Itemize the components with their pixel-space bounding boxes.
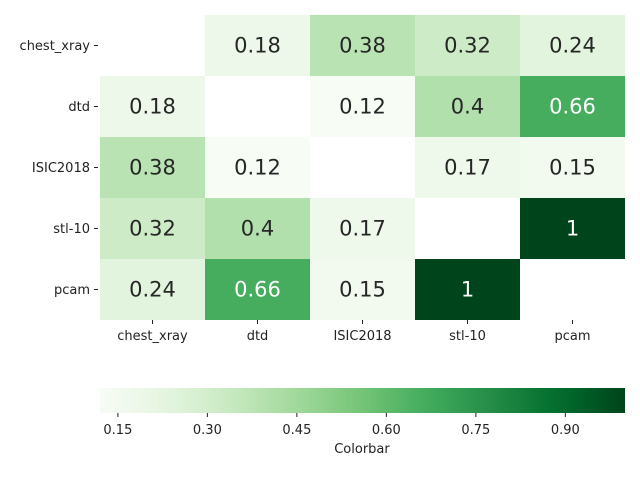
cell-value-label: 1 (566, 217, 579, 241)
cell-value-label: 0.24 (549, 34, 596, 58)
heatmap-cell-chest_xray-stl-10 (415, 15, 520, 76)
cell-value-label: 0.66 (234, 278, 281, 302)
cell-value-label: 0.17 (444, 156, 491, 180)
heatmap-cell-dtd-chest_xray (100, 76, 205, 137)
heatmap-cell-ISIC2018-stl-10 (415, 137, 520, 198)
x-tick-label: stl-10 (449, 329, 486, 344)
heatmap-cell-chest_xray-dtd (205, 15, 310, 76)
y-tick-label: stl-10 (53, 222, 90, 237)
y-tick-label: pcam (54, 283, 90, 298)
cell-value-label: 0.12 (234, 156, 281, 180)
cell-value-label: 0.24 (129, 278, 176, 302)
colorbar-tick-label: 0.75 (461, 423, 490, 438)
heatmap-cell-ISIC2018-dtd (205, 137, 310, 198)
heatmap-cell-ISIC2018-chest_xray (100, 137, 205, 198)
heatmap-cell-stl-10-pcam (520, 198, 625, 259)
heatmap-cell-pcam-dtd (205, 259, 310, 320)
cell-value-label: 0.18 (234, 34, 281, 58)
heatmap-cell-stl-10-ISIC2018 (310, 198, 415, 259)
colorbar-tick-label: 0.90 (551, 423, 580, 438)
colorbar-ticks: 0.15 0.30 0.45 0.60 0.75 0.90 (103, 413, 580, 438)
x-tick-label: dtd (247, 329, 269, 344)
colorbar-label: Colorbar (334, 442, 390, 457)
heatmap-cell-chest_xray-ISIC2018 (310, 15, 415, 76)
heatmap-cell-stl-10-chest_xray (100, 198, 205, 259)
x-axis-ticks: chest_xray dtd ISIC2018 stl-10 pcam (117, 320, 591, 344)
colorbar-tick-label: 0.45 (282, 423, 311, 438)
cell-value-label: 0.66 (549, 95, 596, 119)
cell-value-label: 0.15 (549, 156, 596, 180)
y-tick-label: chest_xray (20, 39, 91, 54)
x-tick-label: pcam (554, 329, 590, 344)
y-tick-label: ISIC2018 (32, 161, 90, 176)
cell-value-label: 0.38 (339, 34, 386, 58)
cell-value-label: 0.18 (129, 95, 176, 119)
heatmap-cell-ISIC2018-pcam (520, 137, 625, 198)
cell-value-label: 0.4 (451, 95, 484, 119)
y-tick-label: dtd (68, 100, 90, 115)
heatmap-cell-pcam-stl-10 (415, 259, 520, 320)
colorbar-tick-label: 0.15 (103, 423, 132, 438)
cell-value-label: 0.17 (339, 217, 386, 241)
heatmap-cell-pcam-ISIC2018 (310, 259, 415, 320)
heatmap-cell-stl-10-dtd (205, 198, 310, 259)
colorbar-tick-label: 0.60 (372, 423, 401, 438)
heatmap-cell-dtd-stl-10 (415, 76, 520, 137)
cell-value-label: 0.32 (129, 217, 176, 241)
cell-value-label: 0.12 (339, 95, 386, 119)
heatmap-cells: 0.18 0.38 0.32 0.24 0.18 0.12 0.4 0.66 0.38 0.12 0… (100, 15, 625, 320)
heatmap-cell-dtd-ISIC2018 (310, 76, 415, 137)
x-tick-label: ISIC2018 (333, 329, 391, 344)
cell-value-label: 1 (461, 278, 474, 302)
x-tick-label: chest_xray (117, 329, 188, 344)
heatmap-cell-pcam-chest_xray (100, 259, 205, 320)
cell-value-label: 0.32 (444, 34, 491, 58)
colorbar-tick-label: 0.30 (193, 423, 222, 438)
cell-value-label: 0.15 (339, 278, 386, 302)
cell-value-label: 0.4 (241, 217, 274, 241)
cell-value-label: 0.38 (129, 156, 176, 180)
colorbar (100, 388, 625, 413)
heatmap-cell-dtd-pcam (520, 76, 625, 137)
heatmap-cell-chest_xray-pcam (520, 15, 625, 76)
